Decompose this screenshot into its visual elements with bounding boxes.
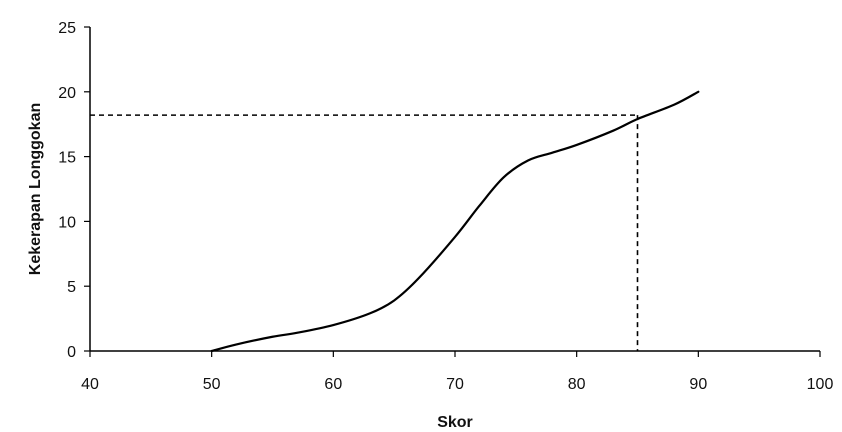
x-tick-label: 40 <box>81 376 99 393</box>
y-tick-label: 15 <box>58 150 76 167</box>
x-tick-label: 90 <box>689 376 707 393</box>
series-line <box>210 90 700 353</box>
y-tick-label: 20 <box>58 85 76 102</box>
x-tick-group: 40 50 60 70 80 90 100 <box>81 351 833 393</box>
x-tick-label: 60 <box>324 376 342 393</box>
series-group <box>210 90 700 353</box>
x-tick-label: 50 <box>203 376 221 393</box>
y-tick-label: 5 <box>67 279 76 296</box>
y-tick-label: 10 <box>58 214 76 231</box>
axes <box>89 27 820 352</box>
reference-lines <box>90 114 639 351</box>
x-tick-label: 70 <box>446 376 464 393</box>
x-tick-label: 80 <box>568 376 586 393</box>
x-axis-title: Skor <box>437 414 473 431</box>
y-tick-label: 0 <box>67 344 76 361</box>
x-tick-label: 100 <box>807 376 834 393</box>
y-tick-label: 25 <box>58 20 76 37</box>
y-tick-group: 0 5 10 15 20 25 <box>58 20 90 361</box>
y-axis-title: Kekerapan Longgokan <box>27 103 44 275</box>
